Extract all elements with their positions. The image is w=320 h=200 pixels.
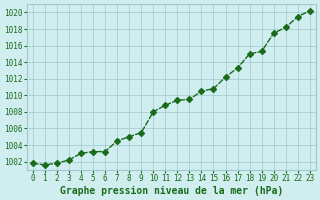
X-axis label: Graphe pression niveau de la mer (hPa): Graphe pression niveau de la mer (hPa) <box>60 186 283 196</box>
